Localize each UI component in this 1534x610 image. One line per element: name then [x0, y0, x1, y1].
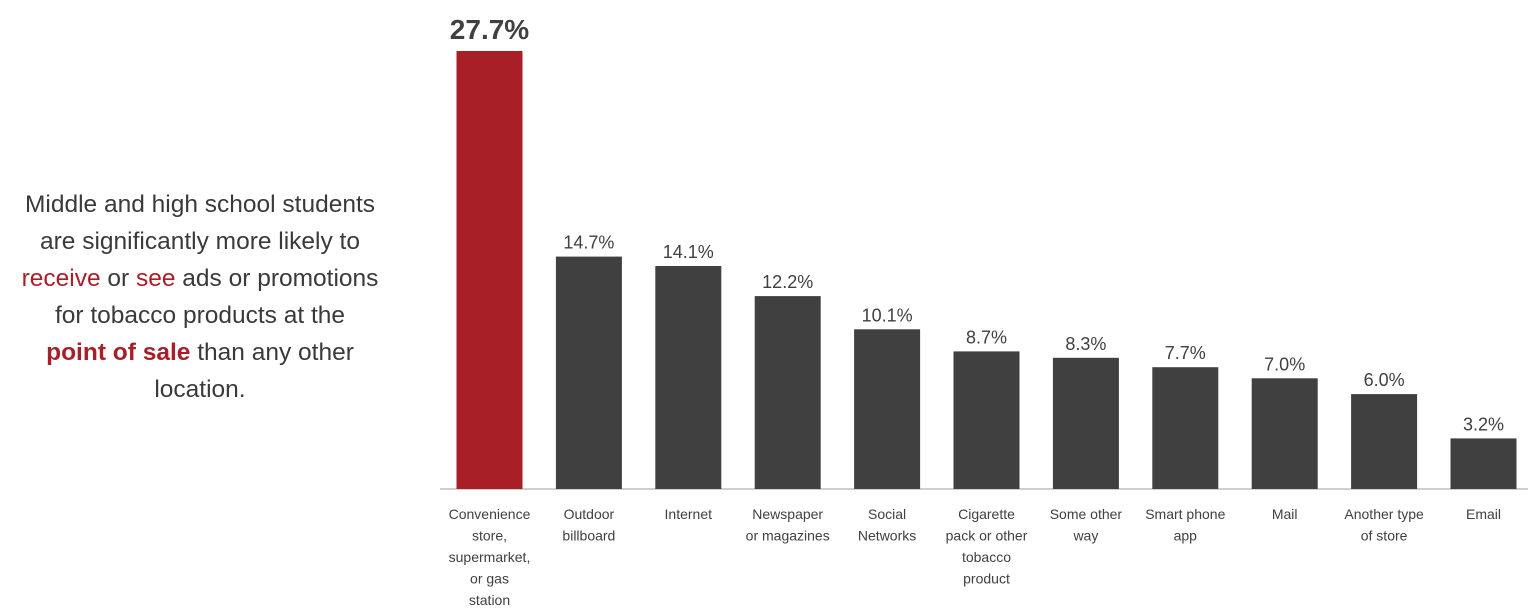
bar — [655, 266, 722, 489]
bar-value-label: 14.7% — [563, 233, 614, 253]
category-label: Mail — [1272, 506, 1298, 522]
bars-group — [456, 51, 1517, 489]
bar-value-label: 7.0% — [1264, 354, 1305, 374]
category-label: Another type — [1344, 506, 1424, 522]
category-label: product — [963, 571, 1010, 587]
bar-value-label: 12.2% — [762, 272, 813, 292]
category-label: or gas — [470, 571, 509, 587]
category-label: tobacco — [962, 549, 1011, 565]
bar — [754, 296, 821, 489]
callout-line: are significantly more likely to — [40, 228, 360, 255]
category-label: Social — [868, 506, 906, 522]
bar-value-label: 27.7% — [450, 14, 529, 45]
bar — [1251, 378, 1318, 489]
bar-value-label: 8.3% — [1065, 334, 1106, 354]
bar-value-label: 7.7% — [1165, 343, 1206, 363]
bar-value-label: 14.1% — [663, 242, 714, 262]
bar — [1152, 367, 1219, 489]
callout-emphasis-see: see — [135, 265, 176, 292]
callout-line: receive or see ads or promotions — [0, 260, 400, 297]
category-label: Email — [1466, 506, 1501, 522]
category-label: app — [1174, 528, 1198, 544]
callout-line: Middle and high school students — [24, 191, 376, 218]
category-label: Some other — [1050, 506, 1123, 522]
category-label: or magazines — [746, 528, 830, 544]
callout-text-fragment: than any other — [190, 339, 354, 366]
category-label: Convenience — [449, 506, 531, 522]
category-label: supermarket, — [449, 549, 531, 565]
bar-value-label: 8.7% — [966, 327, 1007, 347]
callout-text-fragment: ads or promotions — [175, 265, 379, 292]
category-label: station — [469, 592, 510, 608]
category-label: of store — [1361, 528, 1408, 544]
bar — [854, 329, 921, 489]
category-label: Cigarette — [958, 506, 1015, 522]
callout-text-fragment: or — [100, 265, 136, 292]
callout-text: Middle and high school students are sign… — [0, 186, 400, 408]
category-label: Outdoor — [564, 506, 615, 522]
bar — [1052, 357, 1119, 489]
callout-emphasis-receive: receive — [21, 265, 101, 292]
callout-line: point of sale than any other — [0, 334, 400, 371]
category-label: billboard — [562, 528, 615, 544]
bar — [1450, 438, 1517, 489]
bar — [953, 351, 1020, 489]
bar-value-label: 3.2% — [1463, 414, 1504, 434]
bar — [456, 51, 523, 489]
category-label: Newspaper — [752, 506, 823, 522]
category-label: way — [1072, 528, 1098, 544]
bar-value-label: 10.1% — [862, 305, 913, 325]
value-labels-group: 27.7% 14.7% 14.1% 12.2% 10.1% 8.7% 8.3% 7.7% 7.0… — [450, 14, 1504, 434]
category-label: Smart phone — [1145, 506, 1225, 522]
bar-value-label: 6.0% — [1364, 370, 1405, 390]
bar — [1351, 394, 1418, 489]
category-label: store, — [472, 528, 507, 544]
callout-line: location. — [154, 376, 246, 403]
bar — [555, 256, 622, 489]
callout-line: for tobacco products at the — [54, 302, 346, 329]
category-label: Internet — [665, 506, 713, 522]
callout-emphasis-point-of-sale: point of sale — [46, 339, 191, 366]
category-label: pack or other — [946, 528, 1028, 544]
category-label: Networks — [858, 528, 916, 544]
category-labels-group: Convenience store, supermarket, or gas stati… — [449, 506, 1501, 608]
